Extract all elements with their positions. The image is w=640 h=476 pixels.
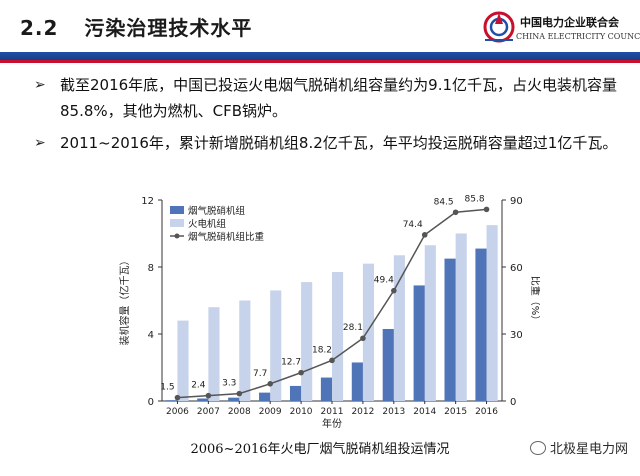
x-axis-title: 年份 — [322, 417, 342, 430]
x-tick-label: 2012 — [351, 407, 374, 417]
ratio-point — [391, 287, 397, 294]
bullet-arrow-icon: ➢ — [34, 77, 46, 93]
denitrification-chart: 0 4 8 12 0 30 60 90 装机容量（亿千瓦） 比重（%） 年份 2006 2007 2008… — [118, 194, 540, 430]
bar-thermal-2009 — [270, 290, 282, 401]
legend-swatch-thermal — [170, 219, 184, 227]
x-tick-label: 2016 — [475, 407, 498, 417]
bar-denitrification-2012 — [351, 362, 363, 401]
ratio-point — [267, 381, 273, 387]
ratio-data-label: 74.4 — [403, 220, 423, 230]
bar-thermal-2010 — [301, 282, 313, 401]
bullet-arrow-icon: ➢ — [34, 135, 46, 151]
logo-english-text: CHINA ELECTRICITY COUNCIL — [516, 32, 640, 41]
ratio-data-label: 18.2 — [312, 345, 332, 355]
x-tick-label: 2008 — [228, 407, 251, 417]
ratio-data-label: 2.4 — [191, 381, 206, 391]
watermark-text: 北极星电力网 — [549, 442, 628, 457]
header-red-stripe — [0, 60, 640, 63]
bar-thermal-2008 — [239, 300, 251, 401]
x-tick-label: 2007 — [197, 407, 220, 417]
ratio-data-label: 84.5 — [434, 197, 454, 207]
x-tick-label: 2009 — [259, 407, 282, 417]
legend-label: 火电机组 — [188, 218, 227, 230]
ratio-data-label: 12.7 — [281, 358, 301, 368]
y-axis-title: 装机容量（亿千瓦） — [118, 256, 131, 346]
y-tick-label: 4 — [148, 330, 154, 341]
x-tick-label: 2010 — [290, 407, 313, 417]
bullet-text: 截至2016年底，中国已投运火电烟气脱硝机组容量约为9.1亿千瓦，占火电装机容量… — [60, 76, 618, 120]
bullet-item: ➢ 2011~2016年，累计新增脱硝机组8.2亿千瓦，年平均投运脱硝容量超过1… — [34, 130, 634, 156]
bullet-text: 2011~2016年，累计新增脱硝机组8.2亿千瓦，年平均投运脱硝容量超过1亿千… — [60, 134, 618, 152]
bar-thermal-2006 — [177, 320, 189, 401]
bar-denitrification-2011 — [320, 377, 332, 401]
y2-tick-label: 0 — [510, 397, 516, 408]
bar-denitrification-2016 — [475, 248, 487, 401]
cec-logo: 中国电力企业联合会 CHINA ELECTRICITY COUNCIL — [482, 8, 640, 48]
chart-caption: 2006~2016年火电厂烟气脱硝机组投运情况 — [190, 442, 450, 457]
ratio-data-label: 7.7 — [253, 369, 267, 379]
ratio-point — [483, 206, 490, 213]
bar-denitrification-2010 — [289, 385, 302, 401]
ratio-data-label: 49.4 — [374, 276, 394, 286]
legend-swatch-denitrification — [170, 206, 184, 214]
watermark: 北极星电力网 — [529, 438, 628, 457]
cec-emblem-icon — [483, 11, 515, 43]
ratio-data-label: 3.3 — [222, 379, 236, 389]
ratio-point — [205, 392, 212, 399]
bullet-item: ➢ 截至2016年底，中国已投运火电烟气脱硝机组容量约为9.1亿千瓦，占火电装机… — [34, 72, 634, 124]
header-blue-band — [0, 52, 640, 60]
bar-denitrification-2008 — [228, 397, 240, 401]
ratio-data-label: 1.5 — [160, 383, 174, 393]
ratio-point — [298, 369, 304, 376]
logo-chinese-text: 中国电力企业联合会 — [520, 16, 619, 29]
bar-denitrification-2006 — [166, 400, 178, 401]
bar-thermal-2011 — [332, 272, 344, 401]
bar-thermal-2012 — [362, 263, 375, 401]
y2-axis-title: 比重（%） — [529, 276, 540, 326]
slide-title: 2.2 污染治理技术水平 — [20, 12, 252, 41]
x-tick-label: 2006 — [166, 407, 189, 417]
y-tick-label: 12 — [141, 196, 154, 207]
legend-label: 烟气脱硝机组 — [188, 205, 246, 217]
bar-denitrification-2013 — [382, 328, 394, 401]
bar-denitrification-2009 — [259, 392, 271, 401]
bar-thermal-2013 — [393, 255, 405, 401]
ratio-point — [452, 209, 459, 216]
y2-tick-label: 30 — [510, 330, 523, 341]
ratio-data-label: 85.8 — [465, 194, 485, 204]
slide-header: 2.2 污染治理技术水平 中国电力企业联合会 CHINA ELECTRICITY… — [0, 0, 640, 52]
x-tick-label: 2013 — [382, 407, 405, 417]
bar-denitrification-2014 — [413, 285, 425, 401]
title-text: 污染治理技术水平 — [84, 16, 253, 40]
bar-denitrification-2015 — [444, 258, 456, 401]
y-tick-label: 8 — [148, 263, 154, 274]
bar-denitrification-2007 — [197, 398, 209, 401]
ratio-point — [421, 232, 428, 238]
x-tick-label: 2011 — [321, 407, 344, 417]
x-tick-label: 2014 — [413, 407, 436, 417]
ratio-point — [236, 390, 243, 397]
legend-swatch-ratio-marker — [174, 233, 180, 239]
bar-thermal-2015 — [455, 233, 467, 401]
ratio-point — [360, 335, 366, 342]
bar-thermal-2007 — [208, 307, 220, 401]
wechat-icon — [529, 441, 546, 455]
bullet-list: ➢ 截至2016年底，中国已投运火电烟气脱硝机组容量约为9.1亿千瓦，占火电装机… — [34, 72, 634, 156]
y2-tick-label: 90 — [510, 196, 523, 207]
legend-label: 烟气脱硝机组比重 — [188, 231, 265, 243]
ratio-point — [329, 357, 335, 364]
y-tick-label: 0 — [148, 397, 154, 408]
section-number: 2.2 — [20, 16, 59, 40]
x-tick-label: 2015 — [444, 407, 467, 417]
y2-tick-label: 60 — [510, 263, 523, 274]
ratio-point — [174, 394, 181, 401]
bar-thermal-2014 — [424, 245, 436, 401]
ratio-data-label: 28.1 — [343, 323, 363, 333]
bar-thermal-2016 — [486, 225, 498, 401]
